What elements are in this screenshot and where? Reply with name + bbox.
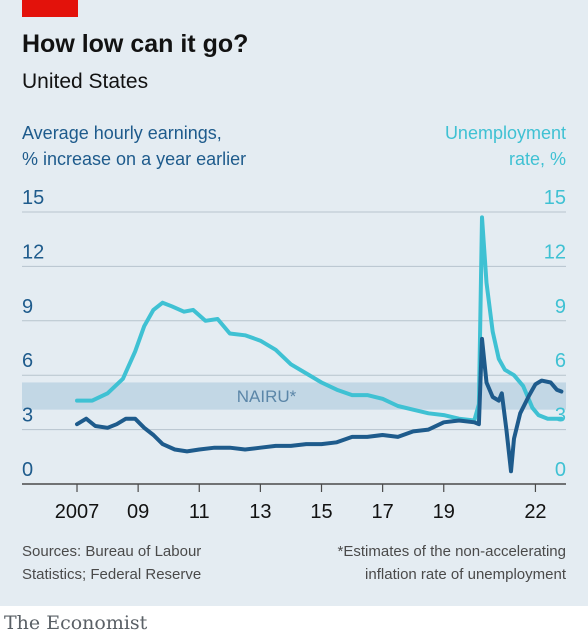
source-line: Sources: Bureau of Labour [22,543,202,560]
right-axis-label: Unemployment rate, % [445,120,566,172]
left-axis-label: Average hourly earnings, % increase on a… [22,120,246,172]
y-tick-label-left: 3 [22,405,33,427]
x-tick-label: 17 [372,501,394,523]
y-tick-label-right: 9 [555,296,566,318]
chart-title: How low can it go? [22,30,249,58]
x-tick-label: 2007 [55,501,100,523]
chart-subtitle: United States [22,70,149,93]
source-line: Statistics; Federal Reserve [22,566,202,583]
footnote-line: inflation rate of unemployment [365,566,566,583]
y-tick-label-right: 3 [555,405,566,427]
y-tick-label-right: 0 [555,459,566,481]
x-tick-label: 15 [310,501,332,523]
y-tick-label-left: 9 [22,296,33,318]
left-axis-label-line: % increase on a year earlier [22,149,247,169]
y-tick-label-right: 15 [544,187,566,209]
y-tick-label-left: 6 [22,350,33,372]
x-tick-label: 11 [189,501,210,523]
source-note: Sources: Bureau of Labour Statistics; Fe… [22,540,282,586]
brand-red-bar [22,0,78,17]
x-tick-label: 22 [524,501,546,523]
footnote-line: *Estimates of the non-accelerating [337,543,566,560]
right-axis-label-line: Unemployment [444,123,566,143]
y-tick-label-right: 12 [544,241,566,263]
unemployment-line [75,215,564,423]
publisher-logo: The Economist [4,612,148,634]
footnote: *Estimates of the non-accelerating infla… [266,540,566,586]
y-tick-label-left: 12 [22,241,44,263]
left-axis-label-line: Average hourly earnings, [22,123,222,143]
nairu-band-label: NAIRU* [237,387,297,406]
x-tick-label: 19 [433,501,455,523]
x-tick-label: 13 [249,501,271,523]
y-tick-label-left: 15 [22,187,44,209]
earnings-line [75,336,564,474]
y-tick-label-left: 0 [22,459,33,481]
y-tick-label-right: 6 [555,350,566,372]
x-tick-label: 09 [127,501,149,523]
right-axis-label-line: rate, % [508,149,566,169]
line-chart: NAIRU* 0 0 3 3 6 6 9 9 12 12 15 15 2007 09 11 13 15 17 19 22 [22,187,566,523]
